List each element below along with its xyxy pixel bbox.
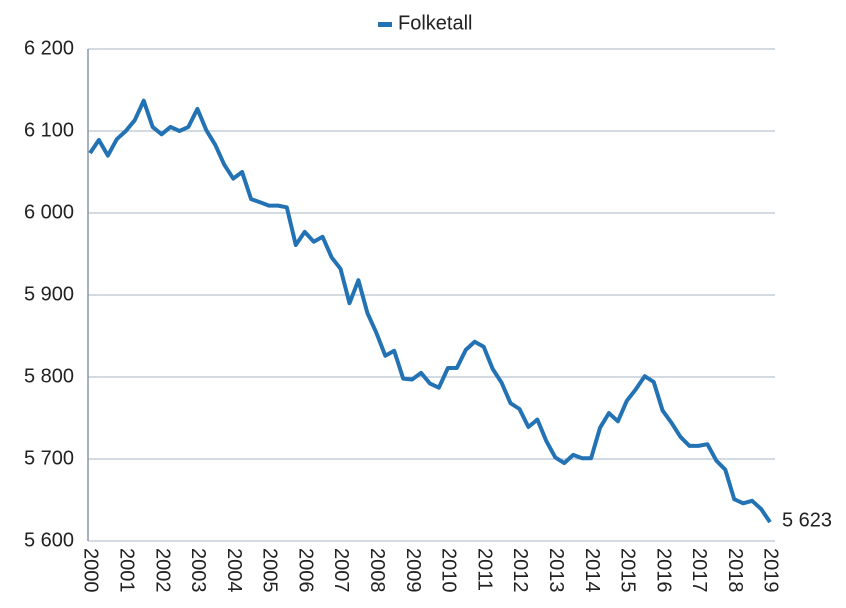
y-tick-label: 5 700 — [24, 447, 74, 469]
y-tick-label: 6 200 — [24, 37, 74, 59]
x-tick-label: 2018 — [724, 548, 746, 593]
y-tick-label: 6 100 — [24, 119, 74, 141]
x-tick-label: 2001 — [116, 548, 138, 593]
x-tick-label: 2004 — [223, 548, 245, 593]
x-tick-label: 2009 — [402, 548, 424, 593]
legend-label: Folketall — [398, 12, 472, 34]
x-tick-label: 2010 — [438, 548, 460, 593]
x-tick-label: 2017 — [688, 548, 710, 593]
x-tick-label: 2019 — [760, 548, 782, 593]
x-tick-label: 2007 — [330, 548, 352, 593]
series-line — [88, 98, 772, 524]
legend-swatch — [378, 22, 392, 27]
x-tick-label: 2013 — [545, 548, 567, 593]
x-tick-label: 2002 — [151, 548, 173, 593]
y-tick-label: 5 600 — [24, 529, 74, 551]
x-tick-label: 2005 — [259, 548, 281, 593]
x-tick-label: 2015 — [617, 548, 639, 593]
y-tick-label: 5 800 — [24, 365, 74, 387]
x-tick-label: 2000 — [80, 548, 102, 593]
x-tick-label: 2006 — [294, 548, 316, 593]
data-label: 5 623 — [782, 509, 832, 531]
x-tick-label: 2016 — [652, 548, 674, 593]
x-tick-label: 2008 — [366, 548, 388, 593]
y-tick-label: 6 000 — [24, 201, 74, 223]
x-tick-label: 2012 — [509, 548, 531, 593]
y-tick-label: 5 900 — [24, 283, 74, 305]
x-tick-label: 2011 — [473, 548, 495, 591]
x-tick-label: 2003 — [187, 548, 209, 593]
x-tick-label: 2014 — [581, 548, 603, 593]
